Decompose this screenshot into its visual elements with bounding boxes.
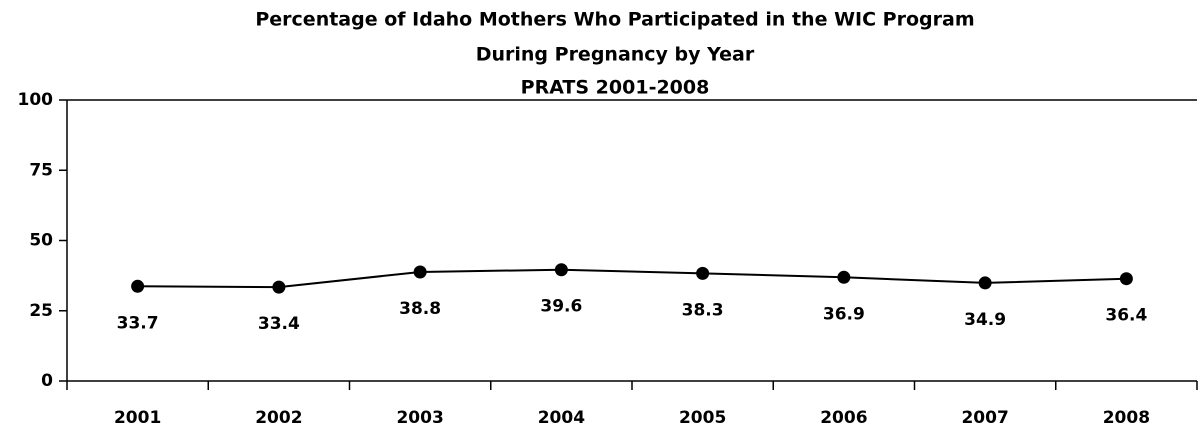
data-point	[554, 263, 568, 277]
y-tick-label: 100	[18, 90, 54, 110]
chart-title: During Pregnancy by Year	[476, 44, 755, 66]
data-label: 33.7	[117, 313, 159, 333]
data-label: 38.3	[682, 300, 724, 320]
y-tick-label: 50	[29, 231, 53, 251]
data-point	[837, 270, 851, 284]
data-point	[131, 279, 145, 293]
chart-title: Percentage of Idaho Mothers Who Particip…	[255, 9, 974, 31]
x-tick-label: 2008	[1103, 408, 1150, 428]
x-tick-label: 2007	[961, 408, 1008, 428]
data-point	[696, 266, 710, 280]
y-tick-label: 0	[41, 371, 53, 391]
y-tick-label: 75	[29, 160, 53, 180]
data-label: 36.4	[1105, 306, 1147, 326]
y-tick-label: 25	[29, 301, 53, 321]
data-line	[137, 268, 1127, 289]
data-label: 39.6	[540, 297, 582, 317]
data-label: 38.8	[399, 299, 441, 319]
x-tick-label: 2003	[396, 408, 443, 428]
x-tick-label: 2006	[820, 408, 867, 428]
data-point	[413, 265, 427, 279]
x-tick-label: 2004	[538, 408, 585, 428]
x-tick-label: 2005	[679, 408, 726, 428]
data-label: 36.9	[823, 304, 865, 324]
data-point	[978, 276, 992, 290]
data-point	[272, 280, 286, 294]
x-tick-label: 2001	[114, 408, 161, 428]
data-label: 34.9	[964, 310, 1006, 330]
data-label: 33.4	[258, 314, 300, 334]
chart-subtitle: PRATS 2001-2008	[521, 77, 710, 99]
data-point	[1119, 272, 1133, 286]
x-tick-label: 2002	[255, 408, 302, 428]
